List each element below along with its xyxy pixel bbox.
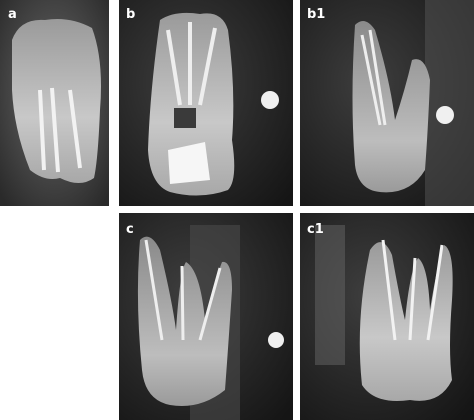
chamber — [174, 108, 196, 128]
tooth — [137, 236, 232, 406]
marker — [436, 106, 454, 124]
panel-c1: c1 — [300, 213, 474, 420]
marker — [261, 91, 279, 109]
root-filling — [144, 239, 222, 341]
film-edge — [425, 0, 474, 206]
panel-label: c1 — [307, 222, 324, 237]
tooth — [12, 19, 101, 183]
marker — [268, 332, 284, 348]
root-filling — [360, 29, 387, 126]
root-filling — [381, 239, 444, 341]
panel-label: a — [8, 7, 17, 22]
film-edge — [315, 225, 345, 365]
panel-a: a — [0, 0, 109, 206]
panel-c: c — [119, 213, 293, 420]
panel-label: b1 — [307, 7, 325, 22]
panel-b: b — [119, 0, 293, 206]
root-filling — [38, 87, 82, 173]
panel-b1: b1 — [300, 0, 474, 206]
tooth — [352, 21, 430, 193]
tooth — [359, 242, 453, 401]
root-filling — [166, 22, 217, 106]
panel-label: c — [126, 222, 134, 237]
restoration — [168, 142, 210, 184]
panel-label: b — [126, 7, 135, 22]
